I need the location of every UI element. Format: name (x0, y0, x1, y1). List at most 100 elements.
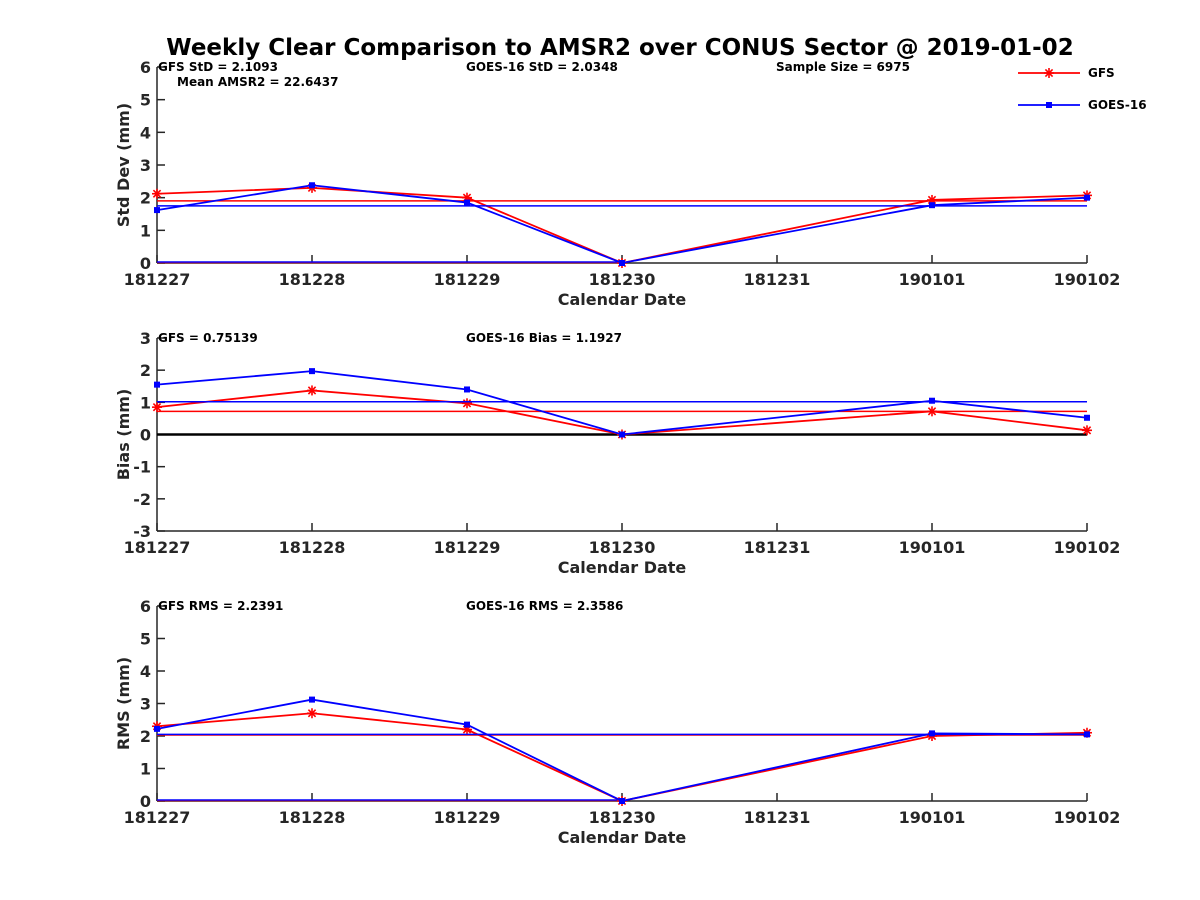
x-tick-label: 181227 (124, 538, 191, 557)
x-tick-label: 190102 (1054, 270, 1121, 289)
gfs-data-point (462, 398, 472, 409)
legend-label: GFS (1088, 66, 1115, 80)
goes16-data-point (464, 199, 470, 206)
x-tick-label: 181228 (279, 538, 346, 557)
gfs-data-point (1082, 425, 1092, 436)
goes16-data-point (154, 381, 160, 388)
gfs-series-line (156, 712, 1088, 802)
y-axis-label: Std Dev (mm) (114, 103, 133, 227)
annotation-sample: Sample Size = 6975 (776, 60, 910, 74)
goes16-data-point (1084, 194, 1090, 201)
goes16-data-point (309, 368, 315, 375)
legend-item-goes16: GOES-16 (1018, 98, 1147, 112)
annotation-goes: GOES-16 Bias = 1.1927 (466, 331, 622, 345)
gfs-series-line (156, 389, 1088, 436)
legend-marker (1046, 102, 1052, 108)
y-tick-label: 1 (140, 221, 151, 240)
goes16-data-point (1084, 731, 1090, 738)
gfs-data-point (152, 188, 162, 199)
y-tick-label: 4 (140, 662, 151, 681)
x-axis-label: Calendar Date (558, 558, 687, 577)
y-tick-label: 4 (140, 123, 151, 142)
gfs-data-point (307, 385, 317, 396)
x-tick-label: 181230 (589, 538, 656, 557)
y-tick-label: 1 (140, 393, 151, 412)
x-tick-label: 181231 (744, 270, 811, 289)
goes16-data-point (619, 431, 625, 438)
gfs-data-point (307, 708, 317, 719)
x-tick-label: 181229 (434, 538, 501, 557)
goes16-data-point (309, 696, 315, 703)
y-tick-label: 5 (140, 630, 151, 649)
y-tick-label: 2 (140, 189, 151, 208)
goes16-data-point (929, 397, 935, 404)
goes16-data-point (929, 202, 935, 209)
y-tick-label: 0 (140, 792, 151, 811)
goes16-data-point (154, 725, 160, 732)
y-axis-label: Bias (mm) (114, 389, 133, 481)
x-tick-label: 181231 (744, 538, 811, 557)
x-tick-label: 181227 (124, 808, 191, 827)
y-tick-label: 6 (140, 597, 151, 616)
goes16-data-point (464, 386, 470, 393)
annotation-gfs: GFS = 0.75139 (158, 331, 258, 345)
x-tick-label: 181227 (124, 270, 191, 289)
x-tick-label: 190101 (899, 538, 966, 557)
legend-marker (1044, 68, 1054, 78)
annotation-gfs: GFS RMS = 2.2391 (158, 599, 283, 613)
x-tick-label: 181231 (744, 808, 811, 827)
goes16-series-line (156, 698, 1088, 802)
x-tick-label: 181229 (434, 270, 501, 289)
x-tick-label: 190101 (899, 270, 966, 289)
x-tick-label: 190101 (899, 808, 966, 827)
goes16-data-point (929, 730, 935, 737)
goes16-data-point (309, 182, 315, 189)
y-tick-label: -1 (133, 458, 151, 477)
y-tick-label: -2 (133, 490, 151, 509)
legend: GFS GOES-16 (1018, 66, 1147, 112)
y-tick-label: 6 (140, 58, 151, 77)
x-axis-label: Calendar Date (558, 828, 687, 847)
goes16-data-point (1084, 414, 1090, 421)
y-tick-label: 0 (140, 254, 151, 273)
y-tick-label: 3 (140, 329, 151, 348)
panels: 0 1 2 3 4 5 6 181227 181228 181229 181230 181231 190… (114, 58, 1120, 847)
x-tick-label: 181228 (279, 808, 346, 827)
figure-title: Weekly Clear Comparison to AMSR2 over CO… (166, 35, 1073, 61)
x-tick-label: 190102 (1054, 808, 1121, 827)
x-tick-label: 181228 (279, 270, 346, 289)
goes16-series-line (156, 370, 1088, 436)
y-tick-label: 0 (140, 426, 151, 445)
gfs-data-point (927, 406, 937, 417)
y-tick-label: 3 (140, 156, 151, 175)
panel-2: -3 -2 -1 0 1 2 3 181227 181228 181229 181230 181231… (114, 329, 1120, 577)
gfs-data-point (152, 402, 162, 413)
y-tick-label: 5 (140, 91, 151, 110)
goes16-data-point (619, 798, 625, 804)
y-tick-label: 3 (140, 695, 151, 714)
x-tick-label: 181230 (589, 270, 656, 289)
y-tick-label: -3 (133, 522, 151, 541)
y-tick-label: 2 (140, 727, 151, 746)
panel-1: 0 1 2 3 4 5 6 181227 181228 181229 181230 181231 190… (114, 58, 1120, 309)
annotation-goes: GOES-16 RMS = 2.3586 (466, 599, 623, 613)
legend-label: GOES-16 (1088, 98, 1147, 112)
panel-3: 0 1 2 3 4 5 6 181227 181228 181229 181230 181231 190… (114, 597, 1120, 847)
legend-item-gfs: GFS (1018, 66, 1115, 80)
x-axis-label: Calendar Date (558, 290, 687, 309)
goes16-series-line (156, 184, 1088, 264)
goes16-data-point (619, 260, 625, 266)
goes16-data-point (154, 207, 160, 214)
y-axis-label: RMS (mm) (114, 657, 133, 750)
annotation-goes: GOES-16 StD = 2.0348 (466, 60, 618, 74)
x-tick-label: 190102 (1054, 538, 1121, 557)
x-tick-label: 181230 (589, 808, 656, 827)
x-tick-label: 181229 (434, 808, 501, 827)
y-tick-label: 2 (140, 361, 151, 380)
annotation-gfs: GFS StD = 2.1093 (158, 60, 278, 74)
gfs-series-line (156, 186, 1088, 264)
y-tick-label: 1 (140, 760, 151, 779)
annotation-mean: Mean AMSR2 = 22.6437 (177, 75, 338, 89)
goes16-data-point (464, 721, 470, 728)
